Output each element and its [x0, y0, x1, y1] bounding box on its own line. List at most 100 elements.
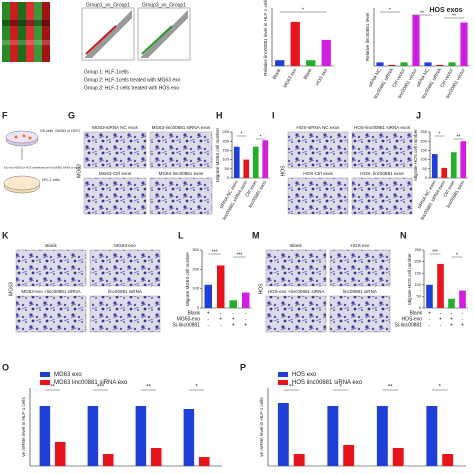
y-tick-label: 100 [420, 157, 427, 162]
bar [135, 406, 147, 466]
bar [448, 298, 455, 308]
significance-label: * [439, 385, 442, 391]
heatmap [2, 2, 50, 62]
y-axis-label: ve mRNA level in HLF-1 cells [21, 397, 26, 457]
condition-sign: - [245, 316, 247, 322]
panel-letter: I [272, 110, 275, 120]
condition-sign: + [439, 316, 442, 322]
y-axis-label: Migrate MG63 cell number [185, 251, 190, 306]
condition-sign: - [451, 310, 453, 316]
significance-label: * [260, 134, 262, 140]
image-label: MG63-siRNA NC exos [92, 125, 138, 130]
y-axis-label: Relative linc00881 level [365, 13, 370, 61]
condition-sign: - [440, 310, 442, 316]
bar [252, 146, 259, 178]
significance-label: *** [237, 252, 243, 258]
micrograph [83, 177, 147, 215]
bar [217, 265, 225, 308]
y-axis-label: Migrate HOS cell number [413, 129, 418, 181]
y-tick-label: 150 [414, 270, 421, 275]
side-label: MG63 [76, 164, 82, 178]
condition-sign: - [220, 322, 222, 328]
y-tick-label: 150 [420, 147, 427, 152]
bar [243, 159, 250, 178]
condition-sign: + [461, 322, 464, 328]
bar [150, 448, 162, 466]
image-label: HOS-Ctrl exos [303, 171, 333, 176]
panel-letter: J [416, 110, 421, 120]
panel-letter: N [400, 230, 407, 240]
significance-label: * [241, 131, 243, 137]
y-tick-label: 100 [222, 157, 229, 162]
y-tick-label: 200 [192, 266, 199, 271]
condition-sign: + [450, 316, 453, 322]
condition-label: HOS-exo [401, 316, 422, 322]
micrograph [149, 177, 213, 215]
bar [388, 64, 396, 66]
image-label: HOS-exo +linc00881 siRNA [268, 289, 326, 294]
condition-sign: + [207, 310, 210, 316]
image-label: HOS-linc00881 siRNA exos [354, 125, 411, 130]
bar [233, 146, 240, 178]
image-label: linc00881 siRNA [108, 289, 143, 294]
bar [412, 15, 420, 66]
significance-label: *** [432, 249, 438, 255]
significance-label: ** [388, 385, 393, 391]
y-tick-label: 50 [225, 166, 230, 171]
bar [437, 263, 444, 308]
bar [400, 62, 408, 66]
side-label: HOS [258, 283, 264, 295]
legend-label: HOS exo [292, 372, 317, 378]
condition-sign: - [429, 322, 431, 328]
condition-label: Blank [187, 310, 200, 316]
legend-text: Group 3: HLF-1 cells treated with HOS ex… [84, 85, 179, 91]
y-axis-label: ve mRNA level in HLF-1 cells [259, 397, 264, 457]
bar [275, 60, 285, 66]
micrograph [15, 249, 87, 287]
bar [376, 406, 388, 466]
panel-letter: L [178, 230, 184, 240]
bar [441, 167, 448, 178]
legend-swatch [40, 380, 50, 385]
bar [424, 62, 432, 66]
bar [426, 406, 438, 466]
significance-label: * [439, 131, 441, 137]
y-axis-label: Migrate HOS cell number [407, 253, 412, 305]
significance-label: * [456, 252, 458, 258]
scatter-title: Group3_vs_Group1 [142, 2, 186, 8]
micrograph [329, 249, 391, 287]
y-tick-label: 100 [192, 286, 199, 291]
bar [327, 406, 339, 466]
bar [442, 454, 454, 466]
bar [460, 22, 468, 66]
legend-text: Group 1: HLF-1cells [84, 69, 129, 75]
legend-label: MG63 linc00881 siRNA exo [54, 380, 128, 386]
significance-label: ** [289, 385, 294, 391]
condition-sign: + [450, 322, 453, 328]
diagram [3, 130, 41, 194]
significance-label: * [195, 385, 198, 391]
scatter-plots [81, 7, 191, 61]
bar [277, 403, 289, 466]
condition-label: Blank [409, 310, 422, 316]
legend-swatch [278, 372, 288, 377]
micrograph [351, 177, 413, 215]
panel-letter: F [2, 110, 8, 120]
bar [242, 292, 250, 308]
micrograph [287, 177, 349, 215]
significance-label: ** [50, 385, 55, 391]
y-tick-label: 100 [414, 282, 421, 287]
x-tick-label: MG63 exo [282, 67, 297, 88]
bar [39, 406, 51, 466]
bar [450, 152, 457, 178]
y-tick-label: 0 [197, 305, 200, 310]
y-tick-label: 0 [419, 305, 422, 310]
y-tick-label: 0 [227, 175, 230, 180]
condition-sign: - [462, 316, 464, 322]
panel-letter: G [68, 110, 75, 120]
y-tick-label: 50 [417, 293, 422, 298]
significance-label: ** [146, 385, 151, 391]
condition-label: MG63-exo [177, 316, 201, 322]
